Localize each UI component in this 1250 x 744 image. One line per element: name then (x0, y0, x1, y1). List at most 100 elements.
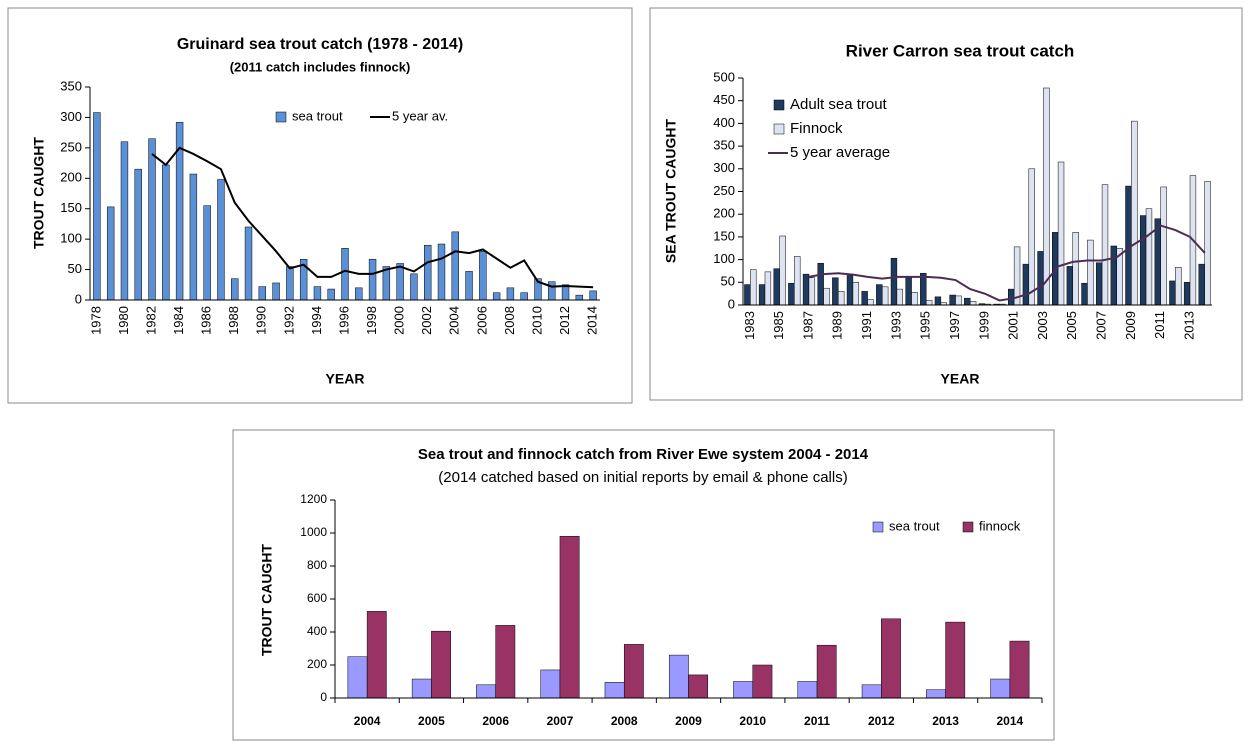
x-tick-label: 2008 (611, 714, 638, 728)
bar (838, 291, 845, 306)
bar (668, 654, 689, 699)
bar (540, 669, 561, 699)
x-tick-label: 2008 (502, 306, 517, 335)
y-tick-label: 400 (713, 115, 735, 130)
y-tick-label: 100 (713, 251, 735, 266)
bar (1028, 168, 1035, 306)
x-tick-label: 2009 (675, 714, 702, 728)
x-tick-label: 1995 (918, 311, 933, 340)
x-tick-label: 2006 (474, 306, 489, 335)
y-tick-label: 150 (60, 200, 82, 215)
bar (905, 277, 912, 306)
bar (1145, 208, 1153, 306)
bar (272, 282, 280, 301)
x-tick-label: 2010 (529, 306, 544, 335)
bar (1183, 282, 1191, 306)
x-tick-label: 1985 (771, 311, 786, 340)
bar (816, 644, 837, 699)
x-tick-label: 2012 (868, 714, 895, 728)
legend-label: Finnock (790, 120, 843, 137)
y-tick-label: 0 (320, 690, 327, 704)
bar (752, 664, 773, 699)
bar (93, 112, 101, 301)
bar (832, 277, 839, 306)
bar (876, 284, 883, 306)
chart-title: Sea trout and finnock catch from River E… (418, 446, 869, 463)
bar (955, 295, 962, 306)
bar (794, 256, 801, 306)
bar (286, 266, 294, 301)
chart-frame (7, 7, 633, 404)
bar (744, 284, 751, 306)
bar (969, 301, 977, 306)
x-tick-label: 1983 (742, 311, 757, 340)
bar (520, 292, 528, 301)
x-tick-label: 1982 (143, 306, 158, 335)
bar (779, 235, 786, 306)
line (808, 224, 1206, 302)
bar (506, 287, 515, 301)
bar (1043, 87, 1050, 306)
bar (410, 273, 418, 301)
bar (890, 257, 898, 306)
x-tick-label: 2013 (932, 714, 959, 728)
bar (945, 621, 966, 699)
bar (1008, 288, 1015, 306)
legend-label: Adult sea trout (790, 96, 888, 113)
x-tick-label: 1984 (171, 306, 186, 335)
chart-title: River Carron sea trout catch (846, 41, 1075, 60)
y-tick-label: 300 (713, 160, 735, 175)
bar (106, 206, 115, 301)
x-tick-label: 2011 (1152, 311, 1167, 339)
x-tick-label: 1980 (116, 306, 131, 335)
y-tick-label: 500 (713, 69, 735, 84)
bar (990, 678, 1011, 699)
bar (1009, 640, 1030, 699)
bar (911, 292, 918, 306)
bar (1022, 263, 1030, 306)
x-tick-label: 2006 (482, 714, 509, 728)
chart-frame (649, 7, 1243, 401)
x-tick-label: 2010 (739, 714, 766, 728)
x-tick-label: 2001 (1006, 311, 1021, 340)
bar (368, 258, 377, 301)
bar (1087, 239, 1094, 306)
bar (1154, 218, 1161, 306)
legend-label: 5 year average (790, 144, 890, 161)
bar (479, 251, 487, 301)
bar (788, 282, 795, 306)
chart-subtitle: (2011 catch includes finnock) (230, 59, 411, 74)
bar (861, 684, 882, 699)
y-tick-label: 200 (713, 206, 735, 221)
bar (802, 273, 810, 306)
bar (934, 296, 942, 306)
x-tick-label: 2000 (392, 306, 407, 335)
y-tick-label: 350 (713, 138, 735, 153)
bar (1057, 161, 1065, 306)
y-tick-label: 600 (307, 591, 327, 605)
y-axis-label: TROUT CAUGHT (31, 137, 47, 249)
bar (437, 243, 446, 301)
y-tick-label: 250 (713, 183, 735, 198)
x-tick-label: 1991 (859, 311, 874, 340)
bar (733, 681, 754, 699)
legend-swatch (773, 99, 785, 111)
bar (575, 294, 584, 301)
bar (750, 269, 757, 306)
bar (823, 287, 830, 306)
bar (1081, 282, 1088, 306)
x-tick-label: 1986 (199, 306, 214, 335)
bar (492, 292, 501, 301)
x-tick-label: 1988 (226, 306, 241, 335)
legend-label: 5 year av. (392, 108, 448, 123)
y-axis-label: TROUT CAUGHT (259, 544, 275, 656)
bar (424, 244, 432, 301)
bar (495, 625, 516, 699)
bar (396, 263, 404, 301)
x-tick-label: 2014 (585, 306, 600, 335)
bar (846, 275, 854, 306)
bar (920, 272, 927, 306)
bar (623, 644, 644, 699)
x-tick-label: 1999 (976, 311, 991, 340)
y-tick-label: 150 (713, 228, 735, 243)
